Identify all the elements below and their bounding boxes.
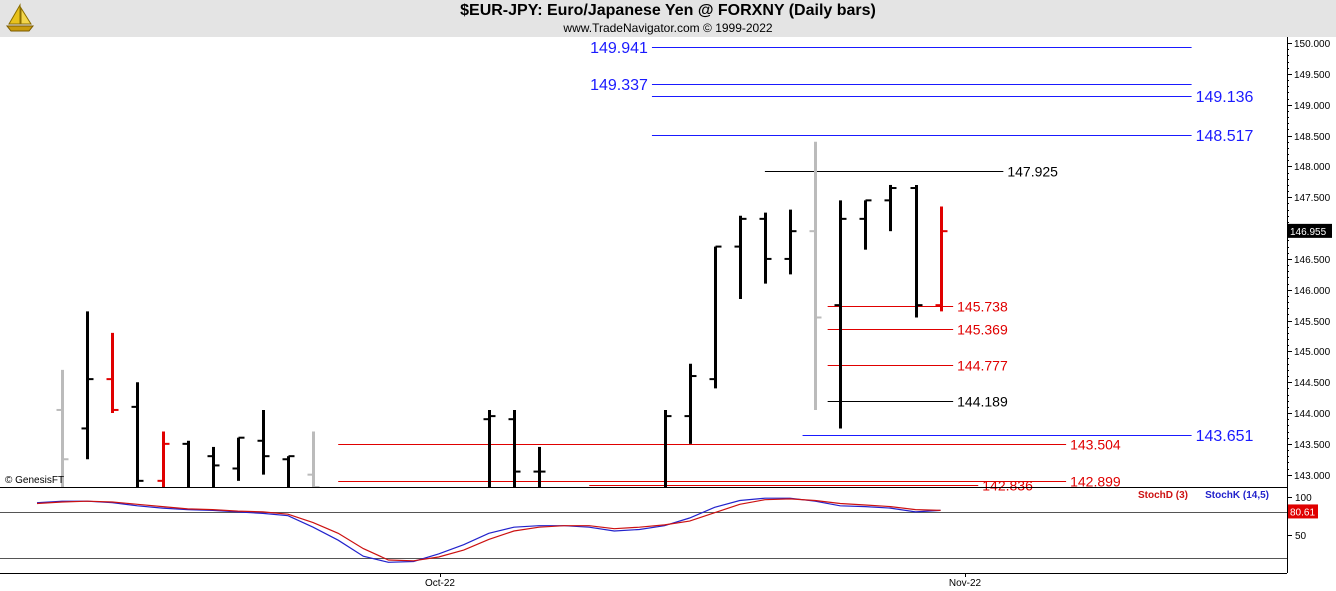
stoch-d-legend: StochD (3) <box>1138 490 1188 501</box>
ohlc-bar <box>935 206 948 312</box>
ohlc-bar <box>759 212 772 284</box>
ohlc-bar <box>910 184 923 318</box>
ohlc-bar <box>508 409 521 487</box>
ohlc-bar <box>282 455 295 487</box>
stoch-k-line <box>36 497 941 563</box>
ohlc-bar <box>664 409 672 487</box>
ohlc-bar <box>131 382 144 487</box>
ohlc-bar <box>483 409 496 487</box>
stoch-axis-tick-label: 100 <box>1295 493 1312 504</box>
last-price-box <box>1288 223 1332 238</box>
ohlc-bar <box>207 446 220 487</box>
chart-title: $EUR-JPY: Euro/Japanese Yen @ FORXNY (Da… <box>460 2 876 19</box>
stochastic-panel <box>0 497 1287 563</box>
ohlc-bars <box>56 141 948 499</box>
ohlc-bar <box>834 200 847 429</box>
level-lines: 149.941 149.337 149.136 148.517 147.925 145.7… <box>338 40 1254 493</box>
level-label: 148.517 <box>1196 128 1254 145</box>
ohlc-bar <box>734 215 747 299</box>
level-label: 147.925 <box>1007 163 1058 179</box>
price-axis-tick-label: 144.000 <box>1294 409 1331 420</box>
stoch-d-line <box>36 498 941 562</box>
level-label: 144.189 <box>957 393 1008 409</box>
axes: 150.000 149.500 149.000 148.500 148.000 147.5… <box>0 37 1332 589</box>
stoch-last-value-label: 80.61 <box>1290 507 1315 518</box>
ohlc-bar <box>232 436 245 481</box>
ohlc-bar <box>859 199 872 250</box>
price-axis-tick-label: 143.000 <box>1294 471 1331 482</box>
ohlc-bar <box>81 311 94 460</box>
level-label: 149.136 <box>1196 89 1254 106</box>
ohlc-bar <box>257 409 270 475</box>
time-axis-label: Nov-22 <box>949 578 982 589</box>
stoch-last-value-box <box>1288 504 1318 519</box>
copyright-label: © GenesisFT <box>5 475 64 486</box>
price-axis-tick-label: 144.500 <box>1294 378 1331 389</box>
price-axis-tick-label: 145.000 <box>1294 347 1331 358</box>
ohlc-bar <box>182 440 190 487</box>
ohlc-bar <box>884 184 897 232</box>
price-axis-tick-label: 149.000 <box>1294 101 1331 112</box>
level-label: 149.941 <box>590 40 648 57</box>
price-axis-tick-label: 145.500 <box>1294 317 1331 328</box>
price-axis-tick-label: 148.000 <box>1294 162 1331 173</box>
ohlc-bar <box>634 490 646 499</box>
stoch-k-legend: StochK (14,5) <box>1205 490 1269 501</box>
level-label: 149.337 <box>590 77 648 94</box>
ohlc-bar <box>106 332 119 414</box>
chart-subtitle: www.TradeNavigator.com © 1999-2022 <box>563 21 773 35</box>
level-label: 145.738 <box>957 298 1008 314</box>
price-axis-tick-label: 143.500 <box>1294 440 1331 451</box>
price-axis-tick-label: 146.000 <box>1294 286 1331 297</box>
ohlc-bar <box>709 245 722 389</box>
ohlc-bar <box>684 363 697 444</box>
chart-header: $EUR-JPY: Euro/Japanese Yen @ FORXNY (Da… <box>0 0 1336 37</box>
price-axis-tick-label: 148.500 <box>1294 132 1331 143</box>
level-label: 142.836 <box>982 477 1033 493</box>
price-panel: 149.941 149.337 149.136 148.517 147.925 145.7… <box>56 40 1254 499</box>
ohlc-bar <box>784 209 797 275</box>
sailboat-logo-icon <box>5 3 35 32</box>
level-label: 144.777 <box>957 357 1008 373</box>
price-axis-tick-label: 149.500 <box>1294 70 1331 81</box>
last-price-label: 146.955 <box>1290 227 1327 238</box>
level-label: 145.369 <box>957 321 1008 337</box>
level-label: 143.504 <box>1070 436 1121 452</box>
level-label: 143.651 <box>1196 428 1254 445</box>
stoch-axis-tick-label: 50 <box>1295 531 1307 542</box>
ohlc-bar <box>307 431 320 487</box>
ohlc-bar <box>56 369 69 487</box>
level-label: 142.899 <box>1070 473 1121 489</box>
price-axis-tick-label: 147.500 <box>1294 193 1331 204</box>
price-chart: 149.941 149.337 149.136 148.517 147.925 145.7… <box>0 37 1332 589</box>
price-axis-tick-label: 146.500 <box>1294 255 1331 266</box>
time-axis-label: Oct-22 <box>425 578 455 589</box>
ohlc-bar <box>157 431 170 487</box>
ohlc-bar <box>809 141 822 410</box>
price-axis-tick-label: 150.000 <box>1294 39 1331 50</box>
ohlc-bar <box>533 446 546 487</box>
